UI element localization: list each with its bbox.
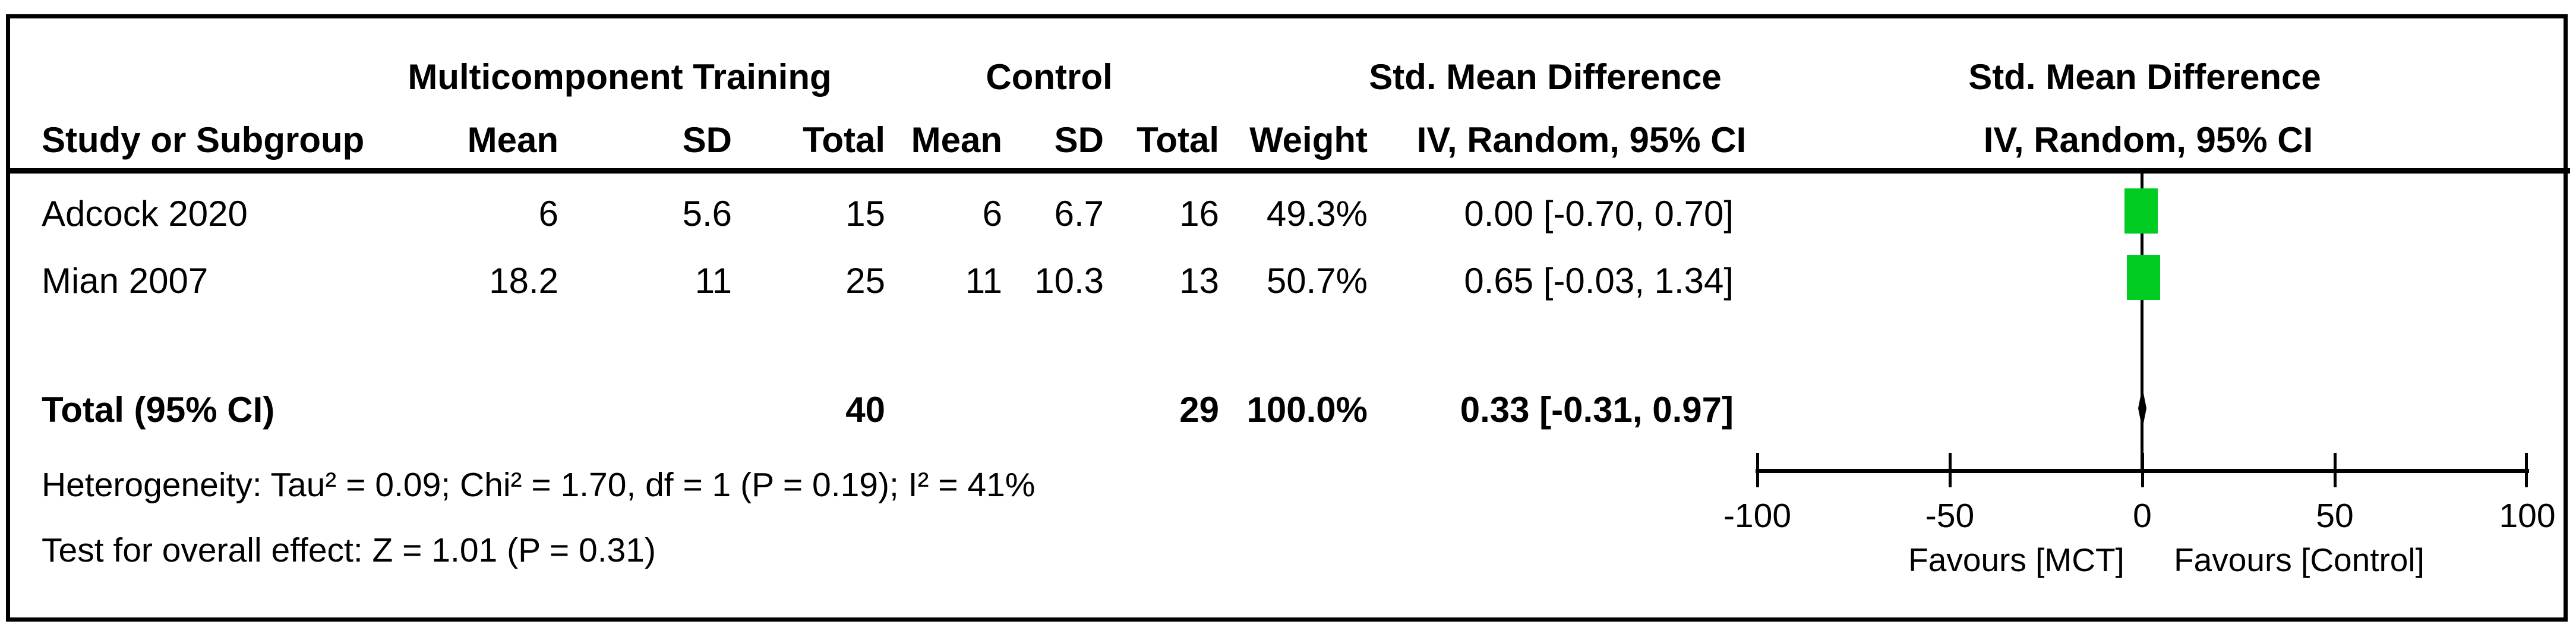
column-header-group2: Control bbox=[986, 57, 1113, 97]
column-header-study: Study or Subgroup bbox=[42, 120, 365, 160]
column-header-mean1: Mean bbox=[467, 120, 558, 160]
favours-right-label: Favours [Control] bbox=[2174, 541, 2425, 578]
favours-left-label: Favours [MCT] bbox=[1908, 541, 2124, 578]
study-row-cell-smd-ci: 0.00 [-0.70, 0.70] bbox=[1464, 194, 1734, 234]
study-row-cell-sd2: 10.3 bbox=[1034, 261, 1104, 301]
plot-header-smd-method: IV, Random, 95% CI bbox=[1983, 120, 2313, 160]
column-header-smd-title: Std. Mean Difference bbox=[1369, 57, 1722, 97]
axis-tick bbox=[2334, 453, 2337, 487]
column-header-sd1: SD bbox=[682, 120, 732, 160]
study-row-cell-mean2: 6 bbox=[982, 194, 1002, 234]
overall-effect-footnote: Test for overall effect: Z = 1.01 (P = 0… bbox=[42, 531, 656, 569]
study-row-cell-weight: 49.3% bbox=[1266, 194, 1368, 234]
total-row-cell-weight: 100.0% bbox=[1246, 390, 1368, 430]
study-row-cell-mean1: 6 bbox=[538, 194, 558, 234]
study-row-cell-sd2: 6.7 bbox=[1054, 194, 1104, 234]
figure-border bbox=[6, 14, 2568, 622]
total-summary-diamond bbox=[2138, 387, 2146, 429]
study-row-cell-total1: 25 bbox=[845, 261, 885, 301]
study-row-label: Adcock 2020 bbox=[42, 194, 248, 234]
study-row-cell-weight: 50.7% bbox=[1266, 261, 1368, 301]
axis-tick-label: -50 bbox=[1925, 497, 1975, 535]
total-row-cell-total1: 40 bbox=[845, 390, 885, 430]
heterogeneity-footnote: Heterogeneity: Tau² = 0.09; Chi² = 1.70,… bbox=[42, 466, 1036, 504]
axis-tick-label: 50 bbox=[2316, 497, 2354, 535]
axis-tick bbox=[1756, 453, 1759, 487]
study-marker-adcock-2020 bbox=[2124, 188, 2158, 234]
total-row-label: Total (95% CI) bbox=[42, 390, 275, 430]
axis-tick-label: 100 bbox=[2499, 497, 2556, 535]
axis-tick-label: -100 bbox=[1723, 497, 1792, 535]
axis-tick bbox=[1949, 453, 1952, 487]
study-row-cell-mean1: 18.2 bbox=[489, 261, 558, 301]
study-row-cell-smd-ci: 0.65 [-0.03, 1.34] bbox=[1464, 261, 1734, 301]
column-header-smd-method: IV, Random, 95% CI bbox=[1416, 120, 1747, 160]
axis-tick bbox=[2525, 453, 2528, 487]
column-header-mean2: Mean bbox=[911, 120, 1002, 160]
study-row-cell-sd1: 5.6 bbox=[682, 194, 732, 234]
column-header-total2: Total bbox=[1137, 120, 1219, 160]
study-row-label: Mian 2007 bbox=[42, 261, 209, 301]
column-header-group1: Multicomponent Training bbox=[408, 57, 832, 97]
column-header-total1: Total bbox=[803, 120, 885, 160]
study-row-cell-mean2: 11 bbox=[965, 261, 1002, 301]
plot-header-smd-title: Std. Mean Difference bbox=[1968, 57, 2321, 97]
study-row-cell-total1: 15 bbox=[845, 194, 885, 234]
study-row-cell-total2: 16 bbox=[1179, 194, 1219, 234]
axis-tick-label: 0 bbox=[2133, 497, 2152, 535]
study-marker-mian-2007 bbox=[2127, 255, 2160, 300]
zero-reference-line bbox=[2141, 174, 2143, 471]
total-row-cell-smd-ci: 0.33 [-0.31, 0.97] bbox=[1460, 390, 1734, 430]
study-row-cell-total2: 13 bbox=[1179, 261, 1219, 301]
axis-tick bbox=[2141, 453, 2144, 487]
header-divider-rule bbox=[6, 168, 2570, 174]
column-header-sd2: SD bbox=[1054, 120, 1104, 160]
study-row-cell-sd1: 11 bbox=[694, 261, 732, 301]
total-row-cell-total2: 29 bbox=[1179, 390, 1219, 430]
column-header-weight: Weight bbox=[1249, 120, 1368, 160]
